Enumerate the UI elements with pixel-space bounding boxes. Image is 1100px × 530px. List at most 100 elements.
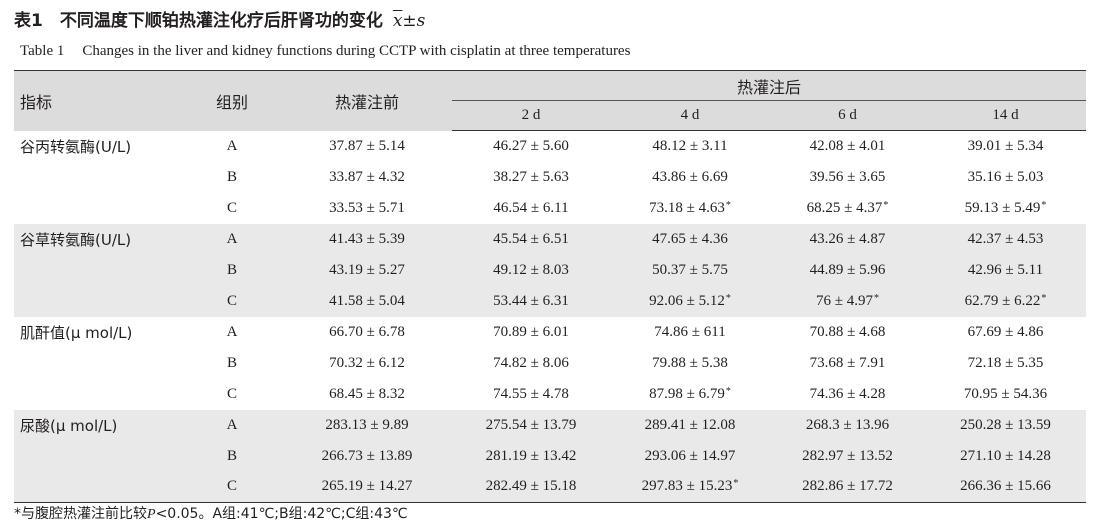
value-cell: 44.89 ± 5.96 xyxy=(770,255,925,286)
value-cell: 87.98 ± 6.79* xyxy=(610,379,770,410)
value-text: 266.36 ± 15.66 xyxy=(960,478,1051,495)
table-row: C 265.19 ± 14.27 282.49 ± 15.18 297.83 ± 15… xyxy=(14,471,1087,503)
value-text: 73.68 ± 7.91 xyxy=(809,354,886,371)
value-text: 70.88 ± 4.68 xyxy=(809,323,886,340)
header-time: 4 d xyxy=(610,100,770,131)
value-cell: 74.36 ± 4.28 xyxy=(770,379,925,410)
value-cell: 39.56 ± 3.65 xyxy=(770,162,925,193)
value-cell: 43.86 ± 6.69 xyxy=(610,162,770,193)
value-text: 282.86 ± 17.72 xyxy=(802,478,893,495)
table-row: C 41.58 ± 5.04 53.44 ± 6.31 92.06 ± 5.12* 76… xyxy=(14,285,1087,317)
value-text: 275.54 ± 13.79 xyxy=(485,416,577,433)
value-cell: 297.83 ± 15.23* xyxy=(610,471,770,503)
significance-mark: * xyxy=(725,385,731,397)
table-row: B 43.19 ± 5.27 49.12 ± 8.03 50.37 ± 5.75 44.… xyxy=(14,254,1087,286)
table-title-en: Table 1 Changes in the liver and kidney f… xyxy=(14,41,630,61)
value-cell: 47.65 ± 4.36 xyxy=(610,224,770,255)
significance-mark: * xyxy=(1041,199,1047,211)
value-text: 43.26 ± 4.87 xyxy=(809,230,886,247)
footnote: *与腹腔热灌注前比较P<0.05。A组:41℃;B组:42℃;C组:43℃ xyxy=(14,506,408,522)
header-indicator: 指标 xyxy=(14,70,182,131)
value-cell: 33.87 ± 4.32 xyxy=(282,162,452,193)
value-cell: 50.37 ± 5.75 xyxy=(610,255,770,286)
significance-mark: * xyxy=(725,292,731,304)
header-group: 组别 xyxy=(182,70,282,131)
value-text: 72.18 ± 5.35 xyxy=(967,354,1044,371)
value-text: 49.12 ± 8.03 xyxy=(493,261,569,278)
group-cell: A xyxy=(226,137,238,154)
value-text: 281.19 ± 13.42 xyxy=(485,447,577,464)
value-cell: 79.88 ± 5.38 xyxy=(610,348,770,379)
value-text: 50.37 ± 5.75 xyxy=(652,261,728,278)
significance-mark: * xyxy=(1041,292,1047,304)
group-cell: B xyxy=(226,168,237,185)
value-text: 68.45 ± 8.32 xyxy=(329,385,405,402)
value-text: 41.43 ± 5.39 xyxy=(329,230,405,247)
group-cell: B xyxy=(226,261,237,278)
value-text: 68.25 ± 4.37 xyxy=(806,199,883,216)
value-text: 297.83 ± 15.23 xyxy=(641,478,733,495)
table-row: 谷丙转氨酶(U/L) A 37.87 ± 5.14 46.27 ± 5.60 48.12… xyxy=(14,131,1086,162)
indicator-cell xyxy=(14,379,182,410)
table-row: 肌酐值(μ mol/L) A 66.70 ± 6.78 70.89 ± 6.01 74.… xyxy=(14,317,1086,348)
title-en-label: Table 1 xyxy=(20,43,65,59)
value-cell: 38.27 ± 5.63 xyxy=(452,162,610,193)
value-cell: 293.06 ± 14.97 xyxy=(610,441,770,472)
value-cell: 45.54 ± 6.51 xyxy=(452,224,610,255)
value-cell: 265.19 ± 14.27 xyxy=(282,471,452,503)
value-cell: 49.12 ± 8.03 xyxy=(452,255,610,286)
header-after: 热灌注后 xyxy=(452,70,1087,101)
indicator-group: 尿酸(μ mol/L) A 283.13 ± 9.89 275.54 ± 13.79 2… xyxy=(14,409,1087,503)
group-cell: A xyxy=(226,416,238,433)
indicator-cell: 谷草转氨酶(U/L) xyxy=(20,230,132,249)
indicator-cell xyxy=(14,471,182,503)
value-cell: 281.19 ± 13.42 xyxy=(452,441,610,472)
value-cell: 74.82 ± 8.06 xyxy=(452,348,610,379)
group-cell: C xyxy=(226,199,237,216)
indicator-cell xyxy=(14,255,182,286)
title-stat: x±s xyxy=(392,11,426,31)
value-cell: 74.55 ± 4.78 xyxy=(452,379,610,410)
value-cell: 68.25 ± 4.37* xyxy=(770,193,925,224)
indicator-group: 肌酐值(μ mol/L) A 66.70 ± 6.78 70.89 ± 6.01 74.… xyxy=(14,317,1086,410)
value-cell: 37.87 ± 5.14 xyxy=(282,131,452,162)
value-text: 41.58 ± 5.04 xyxy=(329,292,405,309)
value-cell: 70.95 ± 54.36 xyxy=(925,379,1086,410)
value-cell: 76 ± 4.97* xyxy=(770,286,925,317)
group-cell: C xyxy=(226,292,237,309)
value-cell: 72.18 ± 5.35 xyxy=(925,348,1086,379)
header-time: 14 d xyxy=(925,100,1087,131)
indicator-cell xyxy=(14,162,182,193)
value-text: 53.44 ± 6.31 xyxy=(493,292,569,309)
value-cell: 41.58 ± 5.04 xyxy=(282,286,452,317)
value-text: 70.95 ± 54.36 xyxy=(963,385,1048,402)
table-row: B 266.73 ± 13.89 281.19 ± 13.42 293.06 ± 14… xyxy=(14,440,1087,472)
value-text: 76 ± 4.97 xyxy=(816,292,873,309)
value-text: 74.55 ± 4.78 xyxy=(493,385,569,402)
value-cell: 283.13 ± 9.89 xyxy=(282,410,452,441)
value-text: 59.13 ± 5.49 xyxy=(964,199,1041,216)
value-text: 48.12 ± 3.11 xyxy=(652,137,728,154)
value-text: 289.41 ± 12.08 xyxy=(644,416,736,433)
significance-mark: * xyxy=(883,199,889,211)
title-en-text: Changes in the liver and kidney function… xyxy=(82,43,631,59)
value-cell: 68.45 ± 8.32 xyxy=(282,379,452,410)
value-text: 37.87 ± 5.14 xyxy=(329,137,405,154)
value-text: 283.13 ± 9.89 xyxy=(325,416,409,433)
value-text: 42.96 ± 5.11 xyxy=(967,261,1044,278)
group-cell: A xyxy=(226,323,238,340)
value-cell: 42.08 ± 4.01 xyxy=(770,131,925,162)
table-row: B 33.87 ± 4.32 38.27 ± 5.63 43.86 ± 6.69 39.… xyxy=(14,162,1086,193)
value-cell: 67.69 ± 4.86 xyxy=(925,317,1086,348)
value-text: 45.54 ± 6.51 xyxy=(493,230,569,247)
value-text: 79.88 ± 5.38 xyxy=(652,354,728,371)
value-text: 46.27 ± 5.60 xyxy=(493,137,569,154)
value-text: 282.49 ± 15.18 xyxy=(485,478,577,495)
group-cell: A xyxy=(226,230,238,247)
indicator-cell xyxy=(14,286,182,317)
value-text: 70.89 ± 6.01 xyxy=(493,323,569,340)
header-time: 6 d xyxy=(770,100,925,131)
value-cell: 48.12 ± 3.11 xyxy=(610,131,770,162)
value-cell: 268.3 ± 13.96 xyxy=(770,410,925,441)
table-row: C 33.53 ± 5.71 46.54 ± 6.11 73.18 ± 4.63* 68… xyxy=(14,193,1086,224)
